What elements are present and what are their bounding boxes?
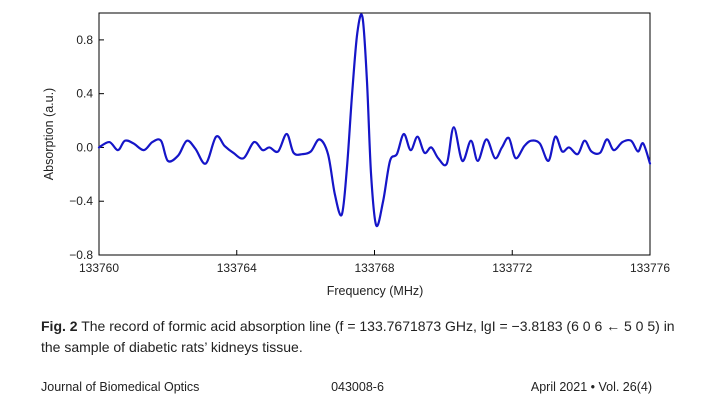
x-axis-label: Frequency (MHz) bbox=[327, 284, 424, 298]
y-tick-label: 0.0 bbox=[76, 140, 93, 154]
issue-date-volume: April 2021 • Vol. 26(4) bbox=[530, 380, 652, 394]
figure-caption-text: The record of formic acid absorption lin… bbox=[41, 318, 675, 355]
x-tick-label: 133768 bbox=[354, 261, 394, 275]
series-line bbox=[97, 13, 652, 228]
x-tick-label: 133772 bbox=[492, 261, 532, 275]
y-tick-label: 0.4 bbox=[76, 87, 93, 101]
figure-label: Fig. 2 bbox=[41, 318, 78, 334]
y-axis-label: Absorption (a.u.) bbox=[42, 88, 56, 180]
y-tick-label: −0.4 bbox=[69, 194, 93, 208]
y-tick-label: 0.8 bbox=[76, 33, 93, 47]
article-id: 043008-6 bbox=[331, 380, 384, 394]
x-tick-label: 133764 bbox=[217, 261, 257, 275]
x-tick-label: 133760 bbox=[79, 261, 119, 275]
journal-name: Journal of Biomedical Optics bbox=[41, 380, 200, 394]
absorption-chart: 133760 133764 133768 133772 133776 0.8 0.4 0.0 −… bbox=[42, 12, 670, 298]
x-tick-label: 133776 bbox=[630, 261, 670, 275]
y-tick-label: −0.8 bbox=[69, 248, 93, 262]
figure-caption: Fig. 2 The record of formic acid absorpt… bbox=[41, 316, 681, 358]
